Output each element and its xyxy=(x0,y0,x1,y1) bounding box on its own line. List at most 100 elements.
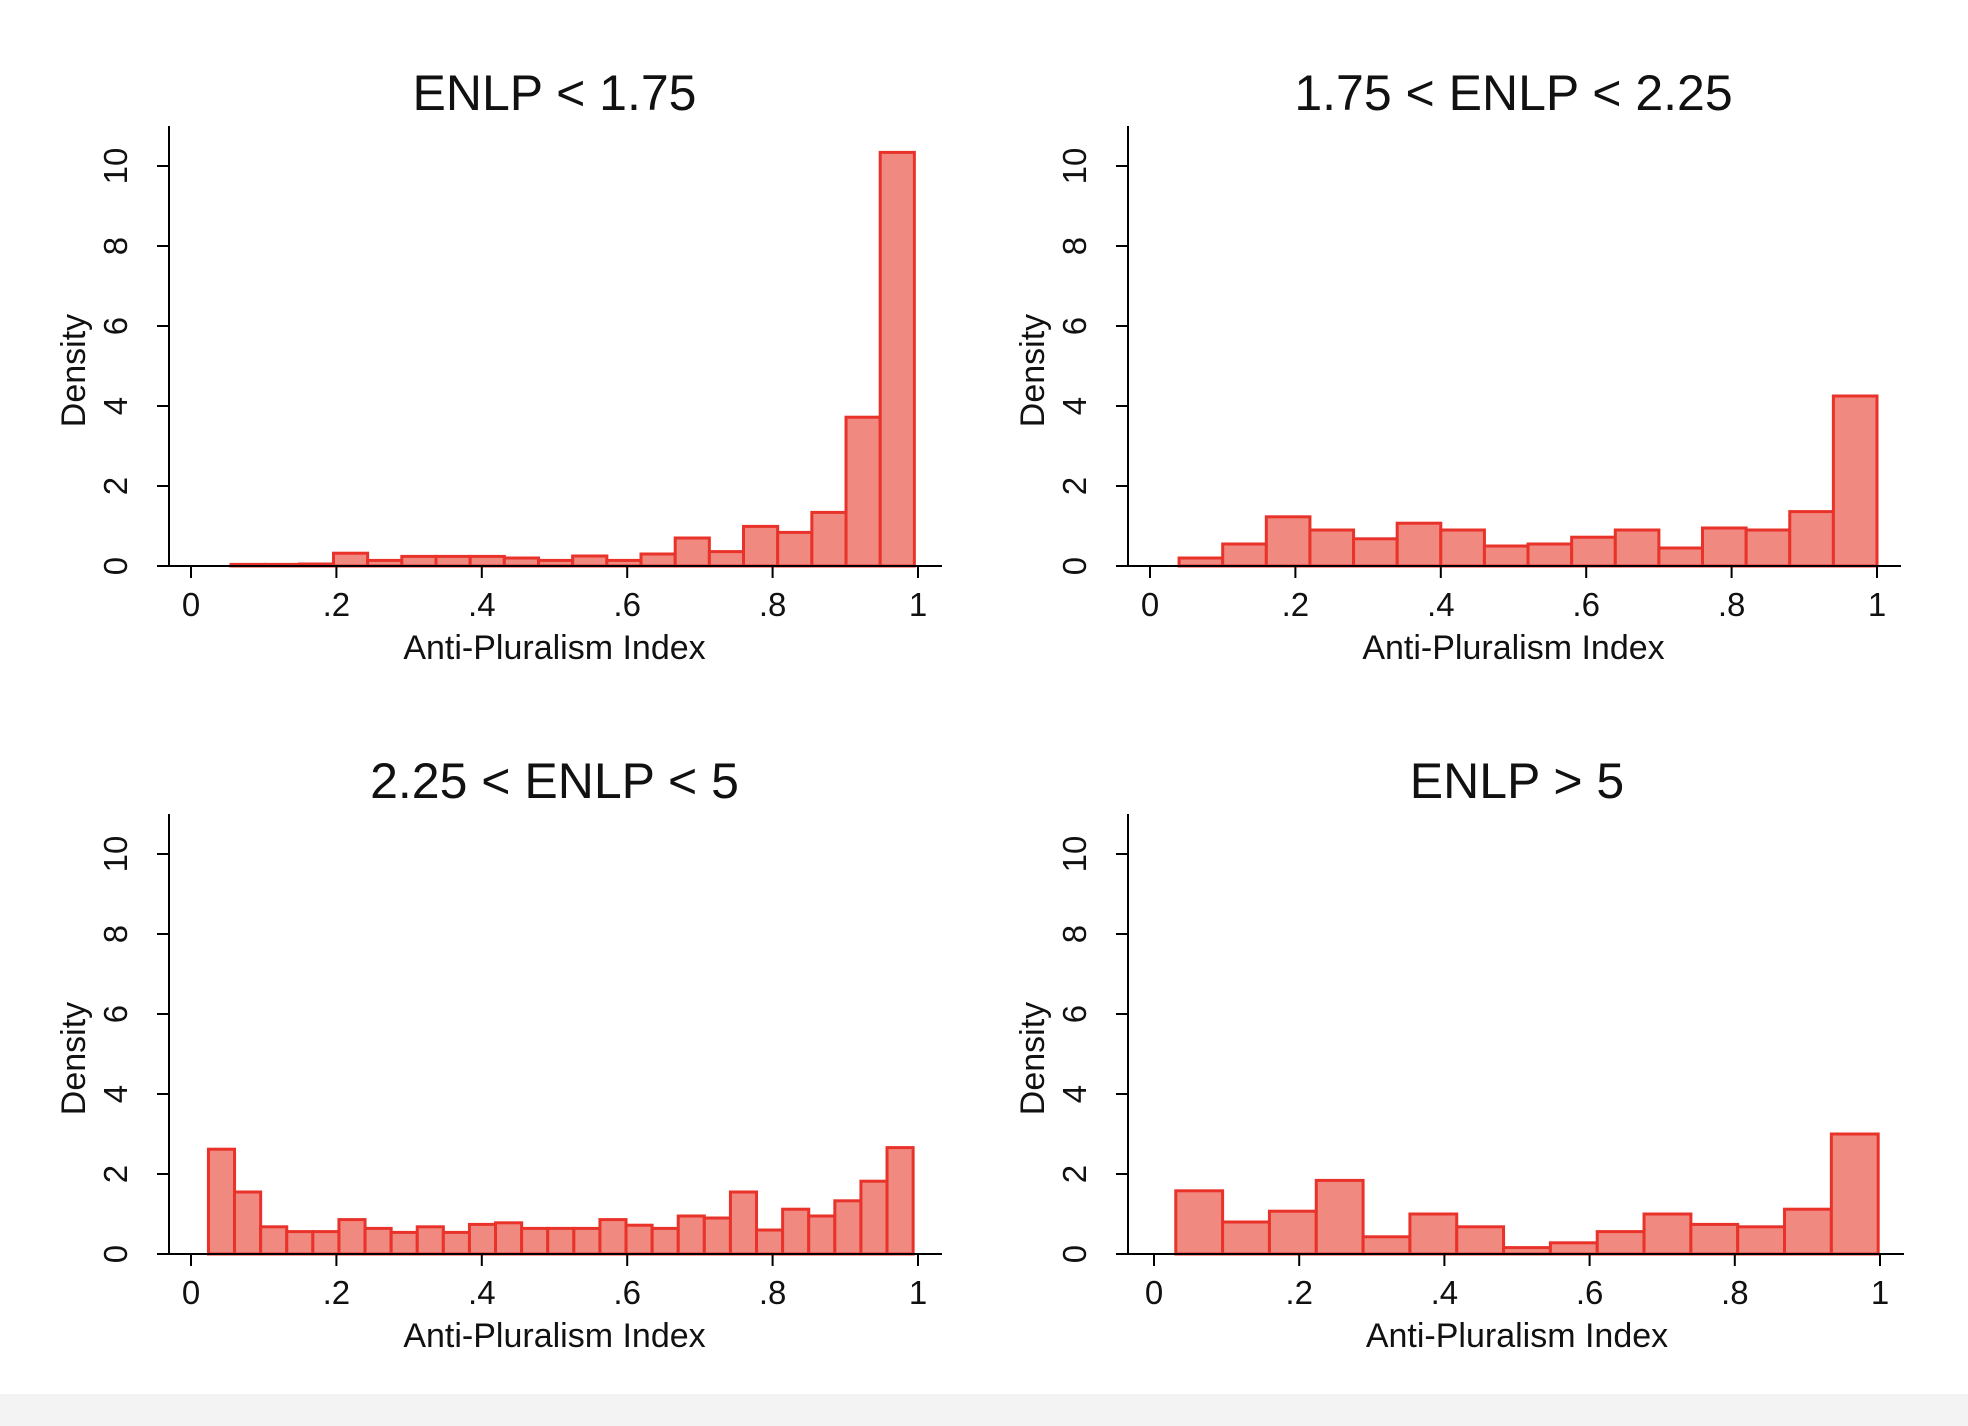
y-tick-label: 6 xyxy=(1056,317,1093,335)
y-tick-label: 4 xyxy=(1056,397,1093,415)
x-tick-label: .6 xyxy=(1572,586,1600,623)
y-tick-label: 6 xyxy=(1056,1005,1093,1023)
histogram-bar-12 xyxy=(1689,1222,1740,1256)
histogram-bar-12 xyxy=(494,1221,524,1256)
histogram-bar-9 xyxy=(415,1225,445,1256)
histogram-bar-7 xyxy=(363,1226,393,1256)
histogram-bar-7 xyxy=(1439,528,1486,568)
y-axis-title: Density xyxy=(1014,314,1052,427)
y-tick-label: 0 xyxy=(97,557,134,575)
y-tick-label: 0 xyxy=(1056,557,1093,575)
y-tick-label: 4 xyxy=(97,397,134,415)
chart-title: 2.25 < ENLP < 5 xyxy=(370,753,739,809)
histogram-bar-10 xyxy=(1595,1230,1646,1256)
x-tick-label: .6 xyxy=(1576,1274,1604,1311)
y-tick-label: 8 xyxy=(97,237,134,255)
histogram-bar-16 xyxy=(1831,394,1879,568)
histogram-bar-8 xyxy=(389,1230,419,1256)
histogram-bar-10 xyxy=(1570,535,1617,568)
histogram-bar-10 xyxy=(441,1230,471,1256)
histogram-bar-1 xyxy=(206,1147,237,1256)
histogram-bar-9 xyxy=(502,556,541,568)
histogram-bar-18 xyxy=(810,510,848,568)
x-tick-label: .6 xyxy=(613,586,641,623)
chart-panel-1: ENLP < 1.75 0 2 4 6 8 10 0 .2 .4 .6 .8 1 Anti-Plurali… xyxy=(55,65,942,667)
histogram-bar-19 xyxy=(844,415,882,568)
histogram-bar-14 xyxy=(673,536,711,568)
histogram-bar-23 xyxy=(781,1207,811,1256)
y-axis-title: Density xyxy=(55,314,93,427)
x-axis-title: Anti-Pluralism Index xyxy=(403,1317,705,1355)
histogram-bar-15 xyxy=(1829,1132,1880,1256)
x-tick-label: 0 xyxy=(182,1274,200,1311)
histogram-bar-6 xyxy=(1408,1212,1459,1256)
y-tick-label: 6 xyxy=(97,1005,134,1023)
histogram-bar-2 xyxy=(233,1190,263,1256)
histogram-bar-6 xyxy=(337,1218,367,1256)
histogram-bar-3 xyxy=(259,1225,289,1256)
histogram-bar-13 xyxy=(639,552,677,568)
histogram-bar-13 xyxy=(1736,1225,1787,1256)
histogram-bar-18 xyxy=(650,1226,680,1256)
histogram-bar-15 xyxy=(572,1226,602,1256)
x-axis-title: Anti-Pluralism Index xyxy=(1366,1317,1668,1355)
x-tick-label: .4 xyxy=(468,586,496,623)
x-tick-label: .4 xyxy=(468,1274,496,1311)
x-tick-label: .8 xyxy=(1721,1274,1749,1311)
histogram-bar-26 xyxy=(859,1179,889,1256)
chart-title: 1.75 < ENLP < 2.25 xyxy=(1294,65,1732,121)
x-tick-label: 1 xyxy=(909,1274,927,1311)
histogram-bar-5 xyxy=(1352,537,1399,568)
histogram-bar-13 xyxy=(1701,526,1748,568)
histogram-bar-11 xyxy=(1642,1212,1693,1256)
histogram-bar-7 xyxy=(1455,1225,1506,1256)
histogram-bar-17 xyxy=(624,1223,654,1256)
histogram-bar-8 xyxy=(1482,544,1530,568)
y-tick-label: 4 xyxy=(97,1085,134,1103)
chart-panel-2: 1.75 < ENLP < 2.25 0 2 4 6 8 10 0 .2 .4 .6 .8 1 Anti-… xyxy=(1014,65,1901,667)
histogram-bar-14 xyxy=(1744,528,1792,568)
histogram-bar-22 xyxy=(755,1228,785,1256)
histogram-bar-7 xyxy=(434,554,472,568)
y-tick-label: 6 xyxy=(97,317,134,335)
histogram-bar-1 xyxy=(1174,1189,1225,1256)
y-tick-label: 10 xyxy=(97,148,134,185)
histogram-bar-11 xyxy=(1613,528,1661,568)
y-tick-label: 8 xyxy=(97,925,134,943)
histogram-bar-16 xyxy=(742,524,780,568)
histogram-bar-4 xyxy=(331,551,370,568)
histogram-bar-20 xyxy=(878,150,916,568)
x-axis-title: Anti-Pluralism Index xyxy=(403,629,705,667)
x-tick-label: .4 xyxy=(1427,586,1455,623)
y-tick-label: 8 xyxy=(1056,237,1093,255)
y-tick-label: 0 xyxy=(1056,1245,1093,1263)
y-axis-title: Density xyxy=(55,1002,93,1115)
histogram-bar-2 xyxy=(1221,1220,1271,1256)
x-tick-label: 0 xyxy=(182,586,200,623)
histogram-bar-6 xyxy=(400,554,438,568)
histogram-bar-12 xyxy=(1657,546,1705,568)
histogram-bar-5 xyxy=(1361,1235,1412,1256)
y-tick-label: 2 xyxy=(97,1165,134,1183)
histogram-bar-20 xyxy=(702,1216,732,1256)
y-tick-label: 4 xyxy=(1056,1085,1093,1103)
histogram-bar-1 xyxy=(1177,556,1225,568)
histogram-bar-14 xyxy=(546,1226,576,1256)
histogram-bar-15 xyxy=(1788,510,1835,568)
y-tick-label: 2 xyxy=(1056,1165,1093,1183)
window-bottom-band xyxy=(0,1394,1968,1426)
y-tick-label: 0 xyxy=(97,1245,134,1263)
histogram-bar-24 xyxy=(807,1214,837,1256)
y-tick-label: 8 xyxy=(1056,925,1093,943)
histogram-bar-9 xyxy=(1548,1241,1599,1256)
x-tick-label: .8 xyxy=(1718,586,1746,623)
histogram-bar-4 xyxy=(1314,1178,1365,1256)
chart-panel-4: ENLP > 5 0 2 4 6 8 10 0 .2 .4 .6 .8 1 Anti-Pluralism … xyxy=(1014,753,1904,1355)
histogram-bar-5 xyxy=(311,1230,341,1256)
histogram-bar-17 xyxy=(776,530,814,568)
histogram-bar-6 xyxy=(1395,521,1443,568)
x-tick-label: .2 xyxy=(1285,1274,1313,1311)
histogram-bar-25 xyxy=(833,1199,863,1256)
x-tick-label: .4 xyxy=(1431,1274,1459,1311)
y-tick-label: 10 xyxy=(1056,148,1093,185)
